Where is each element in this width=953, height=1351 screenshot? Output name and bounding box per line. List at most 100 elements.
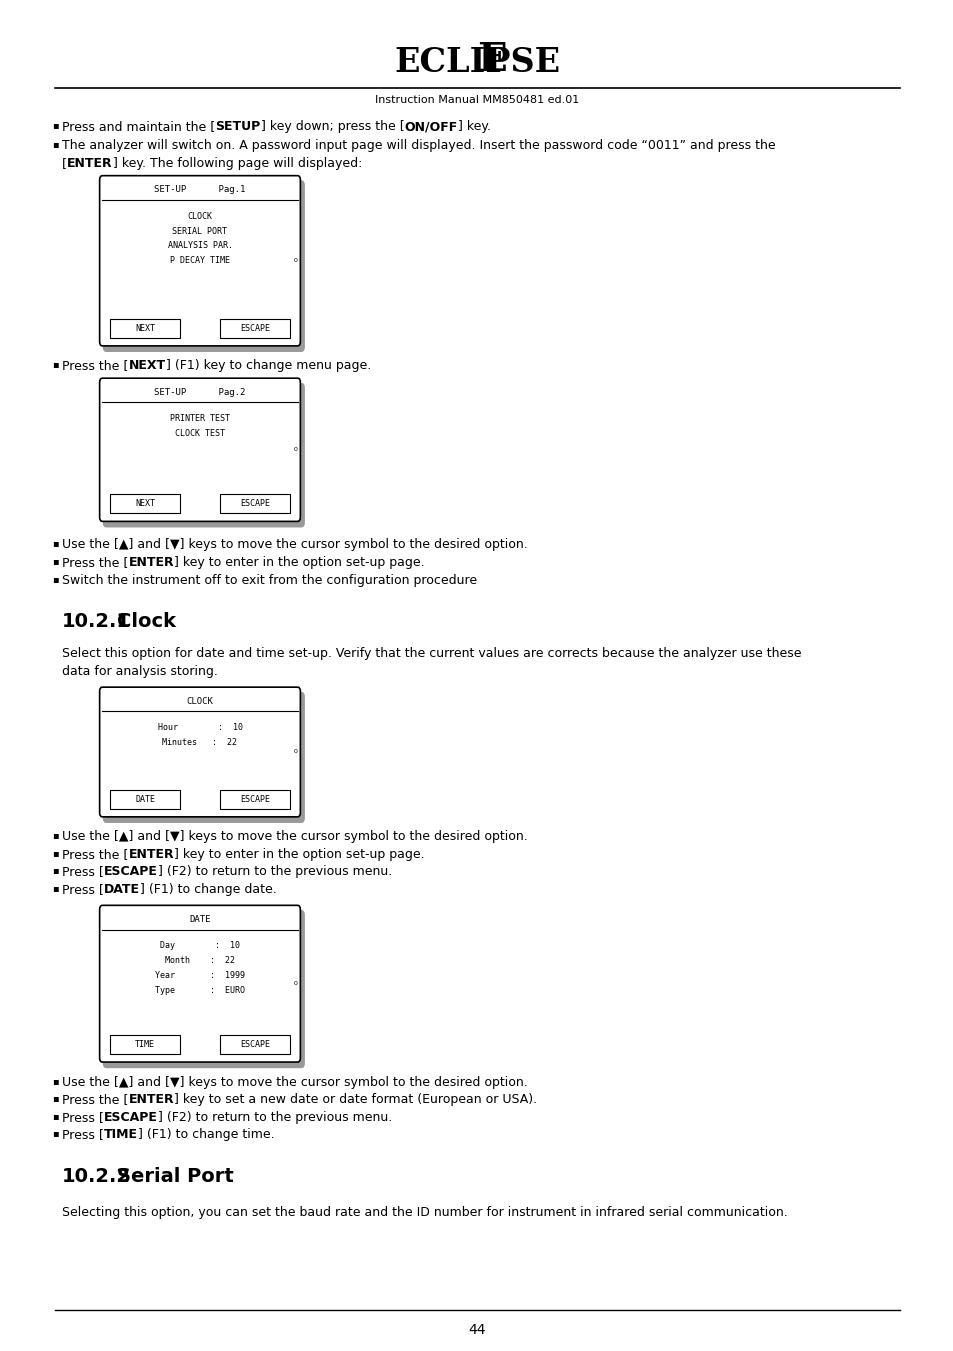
Text: ENTER: ENTER <box>67 157 112 170</box>
Text: Year       :  1999: Year : 1999 <box>154 971 245 979</box>
Text: CLOCK TEST: CLOCK TEST <box>174 430 225 438</box>
Text: Minutes   :  22: Minutes : 22 <box>162 738 237 747</box>
Text: ] key to set a new date or date format (European or USA).: ] key to set a new date or date format (… <box>173 1093 537 1106</box>
Text: ▪: ▪ <box>52 539 58 549</box>
Text: Press [: Press [ <box>62 1111 104 1124</box>
Bar <box>219 1035 290 1054</box>
Text: Press the [: Press the [ <box>62 848 129 861</box>
Text: ENTER: ENTER <box>129 557 173 569</box>
Text: ] key. The following page will displayed:: ] key. The following page will displayed… <box>112 157 361 170</box>
Text: SET-UP      Pag.2: SET-UP Pag.2 <box>154 388 246 397</box>
Text: SERIAL PORT: SERIAL PORT <box>172 227 227 235</box>
Text: ] (F1) key to change menu page.: ] (F1) key to change menu page. <box>165 359 371 373</box>
Text: CLOCK: CLOCK <box>188 212 213 220</box>
Text: ▪: ▪ <box>52 1093 58 1104</box>
Text: PRINTER TEST: PRINTER TEST <box>170 415 230 423</box>
Text: ECLIPSE: ECLIPSE <box>394 46 559 78</box>
Text: ESCAPE: ESCAPE <box>104 1111 157 1124</box>
Text: ] (F1) to change date.: ] (F1) to change date. <box>140 884 276 896</box>
Text: ] key.: ] key. <box>457 120 490 132</box>
Text: Press [: Press [ <box>62 884 104 896</box>
Text: NEXT: NEXT <box>135 324 155 332</box>
Bar <box>219 494 290 513</box>
FancyBboxPatch shape <box>103 693 304 823</box>
Text: The analyzer will switch on. A password input page will displayed. Insert the pa: The analyzer will switch on. A password … <box>62 139 775 153</box>
Text: P DECAY TIME: P DECAY TIME <box>170 257 230 265</box>
Bar <box>219 319 290 338</box>
Text: Press [: Press [ <box>62 1128 104 1142</box>
Text: Switch the instrument off to exit from the configuration procedure: Switch the instrument off to exit from t… <box>62 574 476 586</box>
FancyBboxPatch shape <box>103 911 304 1067</box>
Text: ▪: ▪ <box>52 831 58 840</box>
Text: Instruction Manual MM850481 ed.01: Instruction Manual MM850481 ed.01 <box>375 95 578 105</box>
Text: TIME: TIME <box>135 1040 155 1048</box>
Text: Day        :  10: Day : 10 <box>160 942 240 950</box>
Text: ENTER: ENTER <box>129 1093 173 1106</box>
Text: ] key to enter in the option set-up page.: ] key to enter in the option set-up page… <box>173 557 424 569</box>
Text: ▪: ▪ <box>52 1075 58 1086</box>
Text: ] key down; press the [: ] key down; press the [ <box>260 120 404 132</box>
Text: Press the [: Press the [ <box>62 359 129 373</box>
Text: ▪: ▪ <box>52 848 58 858</box>
Bar <box>219 790 290 809</box>
Text: NEXT: NEXT <box>129 359 165 373</box>
Text: Press [: Press [ <box>62 866 104 878</box>
Text: Press the [: Press the [ <box>62 1093 129 1106</box>
Text: ] (F2) to return to the previous menu.: ] (F2) to return to the previous menu. <box>157 1111 392 1124</box>
Text: ON/OFF: ON/OFF <box>404 120 457 132</box>
Text: Use the [▲] and [▼] keys to move the cursor symbol to the desired option.: Use the [▲] and [▼] keys to move the cur… <box>62 831 527 843</box>
Text: Selecting this option, you can set the baud rate and the ID number for instrumen: Selecting this option, you can set the b… <box>62 1205 787 1219</box>
Text: NEXT: NEXT <box>135 500 155 508</box>
Text: ▪: ▪ <box>52 1111 58 1121</box>
Text: 10.2.1: 10.2.1 <box>62 612 131 631</box>
Text: ] (F1) to change time.: ] (F1) to change time. <box>138 1128 274 1142</box>
Text: ▪: ▪ <box>52 139 58 150</box>
Text: [: [ <box>62 157 67 170</box>
Bar <box>110 494 180 513</box>
Text: DATE: DATE <box>135 794 155 804</box>
FancyBboxPatch shape <box>99 905 300 1062</box>
Text: Hour        :  10: Hour : 10 <box>157 723 242 732</box>
Text: DATE: DATE <box>104 884 140 896</box>
FancyBboxPatch shape <box>103 384 304 527</box>
Text: ANALYSIS PAR.: ANALYSIS PAR. <box>168 242 233 250</box>
Text: ESCAPE: ESCAPE <box>239 324 270 332</box>
Text: ] key to enter in the option set-up page.: ] key to enter in the option set-up page… <box>173 848 424 861</box>
FancyBboxPatch shape <box>103 181 304 351</box>
FancyBboxPatch shape <box>99 378 300 521</box>
Text: ] (F2) to return to the previous menu.: ] (F2) to return to the previous menu. <box>157 866 392 878</box>
Text: DATE: DATE <box>189 915 211 924</box>
Text: Use the [▲] and [▼] keys to move the cursor symbol to the desired option.: Use the [▲] and [▼] keys to move the cur… <box>62 539 527 551</box>
Text: Serial Port: Serial Port <box>117 1167 233 1186</box>
Bar <box>110 790 180 809</box>
Text: ESCAPE: ESCAPE <box>104 866 157 878</box>
Text: 10.2.2: 10.2.2 <box>62 1167 131 1186</box>
Text: E: E <box>476 41 506 78</box>
Text: ▪: ▪ <box>52 866 58 875</box>
Text: Month    :  22: Month : 22 <box>165 957 234 965</box>
Bar <box>110 319 180 338</box>
Text: ▪: ▪ <box>52 1128 58 1139</box>
Text: ▪: ▪ <box>52 359 58 369</box>
Text: Select this option for date and time set-up. Verify that the current values are : Select this option for date and time set… <box>62 647 801 661</box>
Text: ENTER: ENTER <box>129 848 173 861</box>
Text: Press and maintain the [: Press and maintain the [ <box>62 120 215 132</box>
Text: ▪: ▪ <box>52 120 58 130</box>
Text: ▪: ▪ <box>52 574 58 584</box>
Text: ▪: ▪ <box>52 557 58 566</box>
Text: Use the [▲] and [▼] keys to move the cursor symbol to the desired option.: Use the [▲] and [▼] keys to move the cur… <box>62 1075 527 1089</box>
Text: Clock: Clock <box>117 612 175 631</box>
Text: ESCAPE: ESCAPE <box>239 794 270 804</box>
Text: SETUP: SETUP <box>215 120 260 132</box>
Text: ESCAPE: ESCAPE <box>239 500 270 508</box>
Text: 0: 0 <box>294 981 297 986</box>
Text: Type       :  EURO: Type : EURO <box>154 986 245 994</box>
FancyBboxPatch shape <box>99 688 300 817</box>
Text: 0: 0 <box>294 750 297 754</box>
Text: SET-UP      Pag.1: SET-UP Pag.1 <box>154 185 246 195</box>
Text: 0: 0 <box>294 447 297 453</box>
Text: ESCAPE: ESCAPE <box>239 1040 270 1048</box>
FancyBboxPatch shape <box>99 176 300 346</box>
Text: 0: 0 <box>294 258 297 263</box>
Bar <box>110 1035 180 1054</box>
